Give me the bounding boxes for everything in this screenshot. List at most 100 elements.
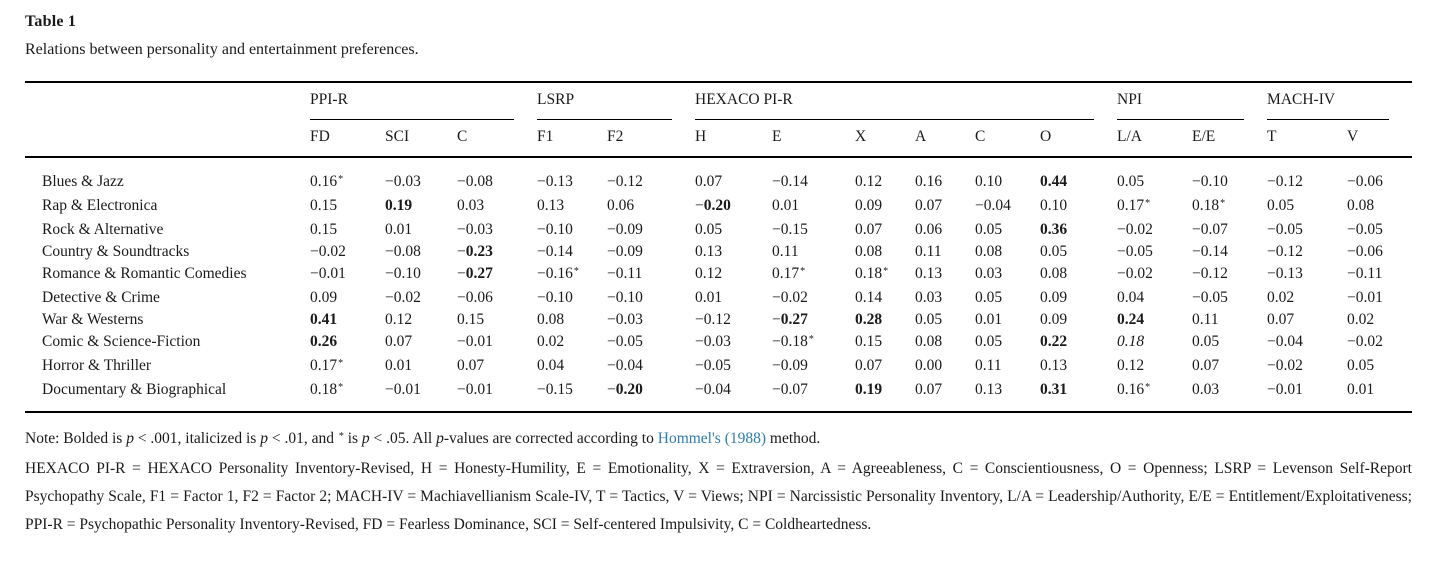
corr-cell: 0.05	[915, 311, 943, 328]
column-header-a: A	[915, 120, 976, 158]
corr-cell: 0.10	[1040, 197, 1068, 214]
corr-cell: −0.03	[457, 221, 493, 238]
corr-cell: −0.09	[607, 221, 643, 238]
corr-cell: 0.09	[1040, 311, 1068, 328]
column-header-o: O	[1040, 120, 1118, 158]
corr-cell: −0.12	[1267, 173, 1303, 190]
corr-cell: 0.07	[915, 381, 943, 398]
corr-cell: 0.07	[855, 221, 883, 238]
column-header-e-e: E/E	[1192, 120, 1268, 158]
corr-cell: −0.07	[772, 381, 808, 398]
row-label: Romance & Romantic Comedies	[42, 265, 247, 282]
corr-cell: 0.01	[385, 357, 413, 374]
significance-asterisk: *	[808, 333, 814, 345]
corr-cell: 0.41	[310, 311, 338, 328]
corr-cell: 0.18*	[310, 381, 344, 398]
table-row-blues-jazz: Blues & Jazz 0.16* −0.03 −0.08 −0.13 −0.12 0.0…	[25, 157, 1412, 195]
corr-cell: −0.02	[1117, 221, 1153, 238]
column-header-t: T	[1267, 120, 1348, 158]
corr-cell: 0.05	[1347, 357, 1375, 374]
significance-asterisk: *	[338, 430, 344, 442]
table-row-romance-romantic-comedies: Romance & Romantic Comedies −0.01 −0.10 −0.…	[25, 263, 1412, 287]
corr-cell: −0.12	[607, 173, 643, 190]
corr-cell: 0.31	[1040, 381, 1068, 398]
table-row-documentary-biographical: Documentary & Biographical 0.18* −0.01 −0.0…	[25, 379, 1412, 412]
corr-cell: −0.04	[607, 357, 643, 374]
corr-cell: 0.00	[915, 357, 943, 374]
group-header-npi: NPI	[1117, 82, 1267, 120]
corr-cell: 0.15	[310, 197, 338, 214]
note-text-segment: -values are corrected according to	[443, 430, 658, 447]
table-row-country-soundtracks: Country & Soundtracks −0.02 −0.08 −0.23 −0.1…	[25, 241, 1412, 263]
corr-cell: 0.05	[975, 221, 1003, 238]
corr-cell: 0.05	[1117, 173, 1145, 190]
corr-cell: 0.05	[1040, 243, 1068, 260]
table-number: Table 1	[25, 13, 77, 30]
table-note: Note: Bolded is p < .001, italicized is …	[25, 425, 1412, 539]
column-header-fd: FD	[310, 120, 385, 158]
corr-cell: −0.04	[695, 381, 731, 398]
significance-asterisk: *	[1145, 197, 1151, 209]
corr-cell: 0.11	[772, 243, 799, 260]
corr-cell: −0.18*	[772, 333, 814, 350]
correlations-table: PPI-R LSRP HEXACO PI-R NPI MACH-IV FD SCI C F1 F…	[25, 81, 1413, 413]
hommel-1988-citation-link[interactable]: Hommel's (1988)	[657, 430, 767, 447]
corr-cell: −0.14	[537, 243, 573, 260]
note-line-1: Note: Bolded is p < .001, italicized is …	[25, 425, 1412, 455]
corr-cell: −0.05	[1117, 243, 1153, 260]
corr-cell: 0.09	[855, 197, 883, 214]
corr-cell: −0.01	[385, 381, 421, 398]
corr-cell: 0.18	[1117, 333, 1145, 350]
corr-cell: 0.07	[1267, 311, 1295, 328]
corr-cell: 0.07	[385, 333, 413, 350]
corr-cell: 0.08	[855, 243, 883, 260]
note-text-segment: method.	[766, 430, 821, 447]
corr-cell: 0.04	[1117, 289, 1145, 306]
corr-cell: 0.08	[915, 333, 943, 350]
row-label: Rap & Electronica	[42, 197, 158, 214]
corr-cell: 0.07	[915, 197, 943, 214]
corr-cell: −0.27	[457, 265, 493, 282]
corr-cell: 0.11	[975, 357, 1002, 374]
corr-cell: −0.10	[1192, 173, 1228, 190]
table-row-horror-thriller: Horror & Thriller 0.17* 0.01 0.07 0.04 −0.04 −…	[25, 355, 1412, 379]
row-label: Documentary & Biographical	[42, 381, 227, 398]
corr-cell: 0.17*	[772, 265, 806, 282]
corr-cell: 0.03	[457, 197, 485, 214]
corr-cell: −0.01	[1347, 289, 1383, 306]
corr-cell: −0.10	[385, 265, 421, 282]
group-header-ppi-r: PPI-R	[310, 82, 537, 120]
corr-cell: −0.13	[537, 173, 573, 190]
corr-cell: 0.14	[855, 289, 883, 306]
table-caption: Relations between personality and entert…	[25, 41, 419, 58]
corr-cell: 0.08	[537, 311, 565, 328]
row-label: Country & Soundtracks	[42, 243, 190, 260]
corr-cell: −0.12	[695, 311, 731, 328]
column-header-c: C	[975, 120, 1041, 158]
corr-cell: −0.10	[537, 221, 573, 238]
corr-cell: −0.03	[607, 311, 643, 328]
corr-cell: −0.08	[457, 173, 493, 190]
note-text-segment: < .01, and	[267, 430, 338, 447]
corr-cell: −0.11	[1347, 265, 1383, 282]
row-label: Detective & Crime	[42, 289, 160, 306]
note-text-segment: p	[361, 430, 370, 447]
corr-cell: 0.05	[975, 333, 1003, 350]
corr-cell: −0.03	[695, 333, 731, 350]
corr-cell: 0.05	[1192, 333, 1220, 350]
corr-cell: 0.09	[1040, 289, 1068, 306]
note-text-segment: p	[260, 430, 268, 447]
corr-cell: −0.06	[457, 289, 493, 306]
corr-cell: −0.14	[1192, 243, 1228, 260]
corr-cell: 0.13	[1040, 357, 1068, 374]
corr-cell: 0.02	[537, 333, 565, 350]
corr-cell: 0.05	[975, 289, 1003, 306]
corr-cell: 0.28	[855, 311, 883, 328]
corr-cell: −0.04	[1267, 333, 1303, 350]
corr-cell: 0.06	[607, 197, 635, 214]
corr-cell: 0.11	[915, 243, 942, 260]
corr-cell: 0.01	[1347, 381, 1375, 398]
corr-cell: 0.26	[310, 333, 338, 350]
corr-cell: −0.05	[607, 333, 643, 350]
corr-cell: 0.08	[975, 243, 1003, 260]
